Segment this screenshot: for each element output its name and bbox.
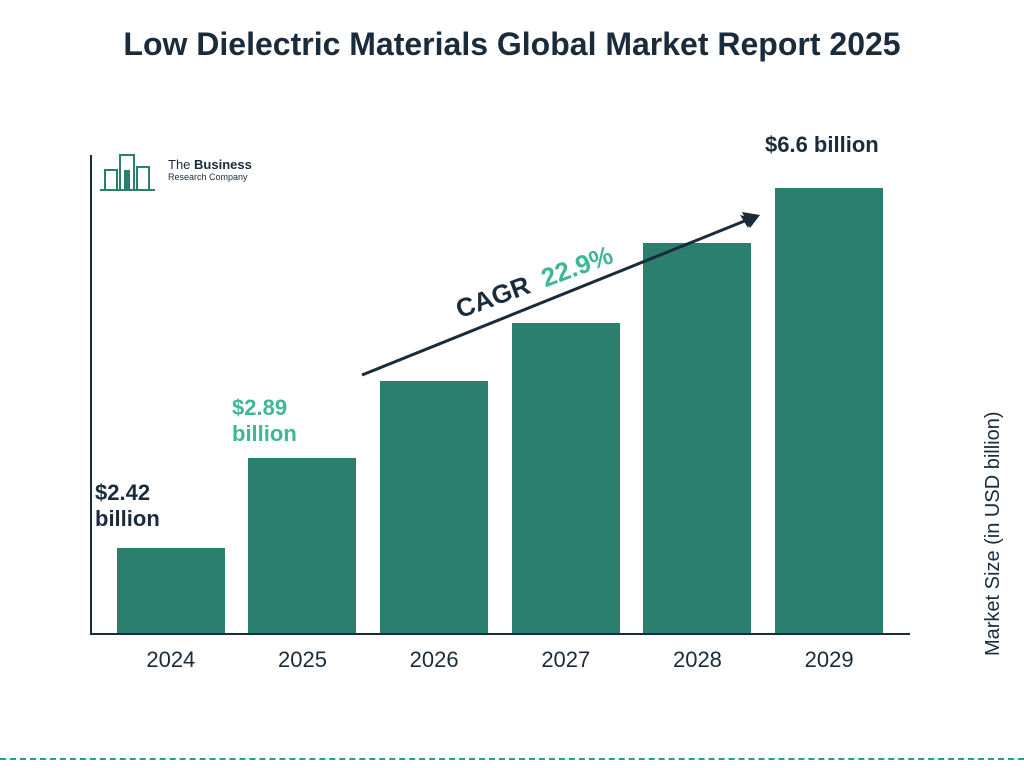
bar-2026 bbox=[380, 381, 488, 633]
cagr-annotation: CAGR 22.9% bbox=[352, 200, 772, 380]
chart-title: Low Dielectric Materials Global Market R… bbox=[0, 0, 1024, 66]
x-label: 2025 bbox=[242, 647, 362, 673]
bar-wrap bbox=[374, 381, 494, 633]
bottom-dashed-divider bbox=[0, 758, 1024, 760]
y-axis-label: Market Size (in USD billion) bbox=[983, 412, 1006, 657]
x-label: 2029 bbox=[769, 647, 889, 673]
value-label-2024: $2.42billion bbox=[95, 480, 160, 533]
bar-2029 bbox=[775, 188, 883, 633]
x-label: 2028 bbox=[637, 647, 757, 673]
bar-wrap bbox=[111, 548, 231, 633]
x-label: 2024 bbox=[111, 647, 231, 673]
x-axis bbox=[90, 633, 910, 635]
bar-2025 bbox=[248, 458, 356, 633]
trend-arrow-icon bbox=[352, 200, 782, 390]
value-label-2025: $2.89billion bbox=[232, 395, 297, 448]
x-label: 2026 bbox=[374, 647, 494, 673]
x-labels: 2024 2025 2026 2027 2028 2029 bbox=[90, 647, 910, 673]
bar-2024 bbox=[117, 548, 225, 633]
x-label: 2027 bbox=[506, 647, 626, 673]
bar-wrap bbox=[769, 188, 889, 633]
bar-wrap bbox=[242, 458, 362, 633]
value-label-2029: $6.6 billion bbox=[765, 132, 879, 158]
